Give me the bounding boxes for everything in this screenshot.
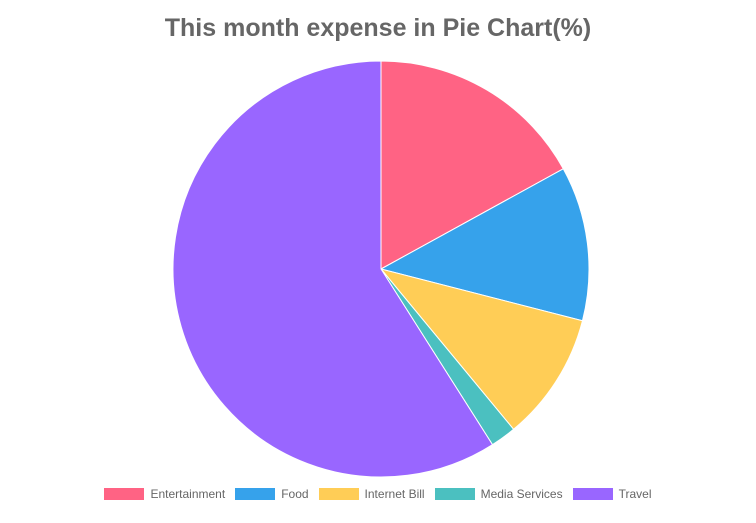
- legend-label: Entertainment: [150, 487, 226, 501]
- legend-item-entertainment[interactable]: Entertainment: [104, 487, 225, 501]
- legend-swatch: [235, 488, 276, 500]
- legend-label: Travel: [618, 487, 652, 501]
- legend-label: Food: [281, 487, 309, 501]
- legend-label: Internet Bill: [364, 487, 425, 501]
- pie-slice-travel[interactable]: [172, 60, 494, 478]
- chart-title: This month expense in Pie Chart(%): [164, 14, 592, 42]
- pie-slice-food[interactable]: [379, 168, 590, 322]
- legend: Entertainment Food Internet Bill Media Serv…: [0, 487, 756, 501]
- pie-slice-entertainment[interactable]: [380, 60, 564, 270]
- legend-item-food[interactable]: Food: [235, 487, 309, 501]
- legend-item-media-services[interactable]: Media Services: [434, 487, 563, 501]
- legend-swatch: [318, 488, 359, 500]
- legend-label: Media Services: [480, 487, 563, 501]
- legend-swatch: [572, 488, 613, 500]
- legend-swatch: [104, 488, 145, 500]
- legend-item-internet-bill[interactable]: Internet Bill: [318, 487, 425, 501]
- pie-slice-internet-bill[interactable]: [379, 268, 584, 430]
- legend-swatch: [434, 488, 475, 500]
- legend-item-travel[interactable]: Travel: [572, 487, 652, 501]
